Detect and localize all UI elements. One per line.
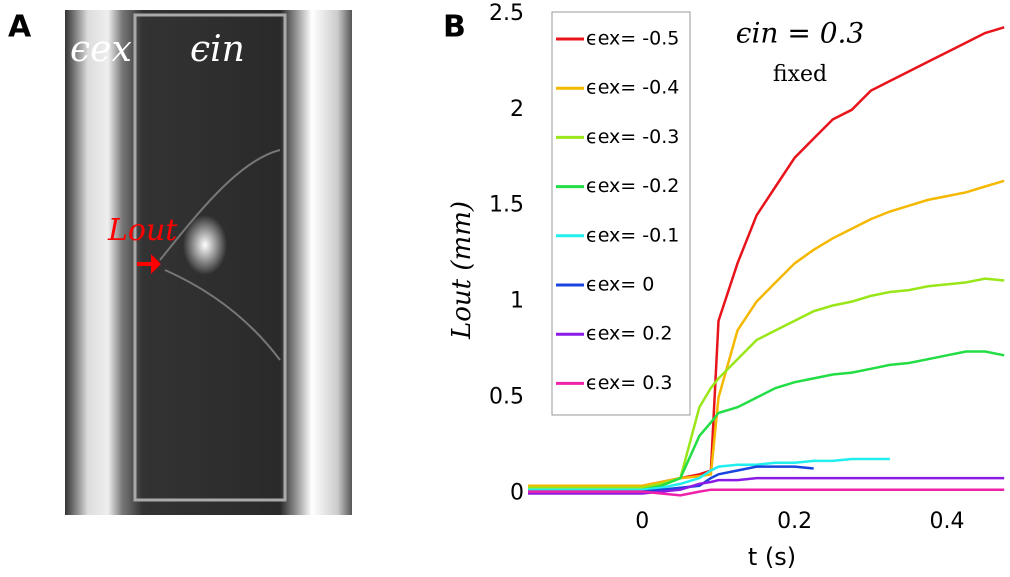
y-tick-label: 0 [510, 480, 524, 505]
legend-label: ϵex= -0.5 [586, 28, 679, 50]
x-axis-label: t (s) [748, 543, 796, 571]
annotation: ϵin = 0.3 [736, 17, 864, 50]
annotation: fixed [773, 62, 827, 87]
series-line [528, 350, 1005, 491]
y-tick-label: 0.5 [489, 385, 524, 410]
y-tick-label: 1 [510, 289, 524, 314]
legend-label: ϵex= -0.1 [586, 224, 679, 246]
series-line [528, 277, 1005, 489]
legend-box [551, 11, 691, 416]
x-tick-label: 0.2 [777, 509, 812, 534]
legend-label: ϵex= -0.2 [586, 175, 679, 197]
x-tick-label: 0.4 [930, 509, 965, 534]
legend-label: ϵex= 0 [586, 274, 654, 296]
series-line [528, 179, 1005, 488]
image-label: ϵin [190, 29, 245, 70]
series-line [528, 457, 890, 491]
y-tick-label: 2.5 [489, 1, 524, 26]
panel-label: A [8, 10, 32, 45]
panel-a-image [65, 10, 352, 515]
legend-label: ϵex= 0.3 [586, 372, 672, 394]
y-tick-label: 1.5 [489, 193, 524, 218]
image-label: ϵex [70, 29, 132, 70]
legend-label: ϵex= -0.4 [586, 77, 679, 99]
y-tick-label: 2 [510, 97, 524, 122]
legend-label: ϵex= -0.3 [586, 126, 679, 148]
legend-label: ϵex= 0.2 [586, 323, 672, 345]
image-label: Lout [107, 213, 178, 248]
series-line [528, 476, 1005, 495]
x-tick-label: 0 [635, 509, 649, 534]
series-line [528, 488, 1005, 497]
panel-label: B [443, 10, 466, 45]
y-axis-label: Lout (mm) [447, 201, 477, 340]
